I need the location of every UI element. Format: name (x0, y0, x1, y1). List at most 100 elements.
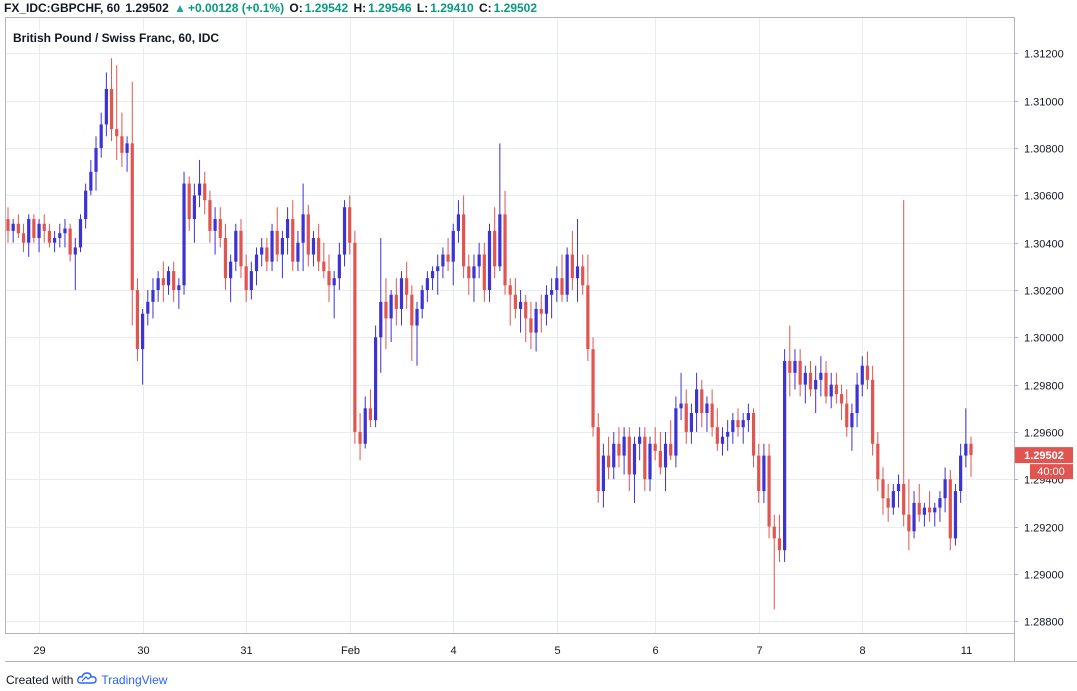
candle (84, 183, 88, 229)
candle (674, 396, 678, 468)
candles (6, 58, 973, 610)
candle (135, 278, 140, 361)
candle (881, 467, 885, 515)
candle-body (648, 443, 652, 480)
price-tick-label: 1.29000 (1024, 570, 1064, 582)
candle-body (762, 455, 766, 492)
candle-body (606, 455, 611, 468)
tradingview-link[interactable]: TradingView (101, 672, 168, 687)
candle-body (596, 427, 600, 492)
candle (596, 413, 600, 503)
candle-body (622, 436, 626, 456)
candle-body (638, 436, 642, 444)
price-tick-label: 1.29600 (1024, 428, 1064, 440)
candle-body (503, 214, 507, 286)
candle (638, 427, 642, 461)
candle (669, 420, 673, 461)
open-label: O: (289, 1, 303, 15)
candle-body (218, 219, 222, 238)
candle-body (508, 285, 512, 295)
time-tick-label: 5 (554, 645, 560, 657)
candle (373, 325, 378, 428)
close-value: 1.29502 (493, 1, 538, 15)
candle-body (73, 247, 77, 255)
candle-body (120, 136, 124, 153)
candle-body (871, 379, 875, 444)
candle-body (317, 237, 321, 262)
time-axis[interactable]: 29 30 31 Feb 4 5 6 7 8 11 (33, 645, 972, 657)
candle (384, 278, 388, 350)
candle-body (777, 538, 782, 551)
candle (865, 351, 870, 390)
candle (705, 396, 709, 432)
candle-body (933, 507, 937, 513)
candle-body (363, 408, 367, 444)
candle (529, 301, 533, 350)
candle-body (922, 507, 927, 515)
price-tick-label: 1.30800 (1024, 144, 1064, 156)
candle-body (301, 214, 305, 243)
candle (658, 431, 662, 475)
candle (612, 431, 616, 480)
candle-body (953, 491, 958, 539)
candle (493, 207, 497, 279)
candle (570, 230, 574, 291)
candle (42, 214, 46, 243)
candle (146, 290, 150, 326)
candle-body (6, 219, 10, 231)
candle (544, 285, 549, 326)
candle-body (446, 254, 450, 262)
candle-body (798, 360, 802, 385)
candle-body (146, 301, 150, 314)
candle (436, 254, 440, 295)
candle-body (912, 502, 916, 532)
candle-body (156, 278, 160, 291)
candle (52, 230, 57, 253)
candle-body (653, 443, 657, 451)
candle (260, 237, 264, 267)
candle (959, 443, 963, 503)
candle (399, 271, 404, 326)
candle (555, 266, 559, 302)
low-value: 1.29410 (430, 1, 474, 15)
candle (78, 214, 83, 253)
candle (389, 290, 393, 343)
candle (503, 190, 507, 295)
time-tick-label: 30 (137, 645, 149, 657)
candle-body (627, 436, 631, 475)
candle (700, 379, 704, 428)
candle-body (254, 254, 259, 272)
tradingview-cloud-icon[interactable] (77, 672, 98, 687)
candle-body (865, 365, 870, 380)
candle-body (617, 443, 621, 456)
candle (187, 176, 191, 231)
candle (508, 278, 512, 326)
candle-body (819, 372, 823, 380)
candle (793, 349, 797, 390)
candle-body (32, 219, 36, 238)
candle-body (720, 436, 725, 444)
time-tick-label: 29 (33, 645, 45, 657)
candle (715, 408, 719, 451)
countdown-tag (1030, 464, 1073, 480)
candle (6, 207, 10, 243)
candle (927, 491, 932, 522)
symbol-header: FX_IDC:GBPCHF, 60 1.29502 ▲ +0.00128 (+0.… (4, 1, 539, 17)
candle (73, 237, 77, 291)
candle-body (783, 360, 787, 551)
candle-body (881, 479, 885, 499)
candle (684, 389, 688, 444)
candle (845, 389, 849, 437)
candle-body (731, 420, 735, 432)
candle-body (99, 124, 103, 149)
candle-body (436, 266, 440, 272)
price-tick-label: 1.30400 (1024, 239, 1064, 251)
candle-body (58, 233, 62, 238)
symbol-label[interactable]: FX_IDC:GBPCHF, 60 (4, 1, 121, 15)
candle (239, 219, 243, 279)
candle-body (689, 413, 694, 432)
price-axis[interactable]: 1.31200 1.31000 1.30800 1.30600 1.30400 1.302… (1014, 49, 1064, 629)
candle (907, 479, 911, 551)
candle-body (917, 502, 921, 515)
